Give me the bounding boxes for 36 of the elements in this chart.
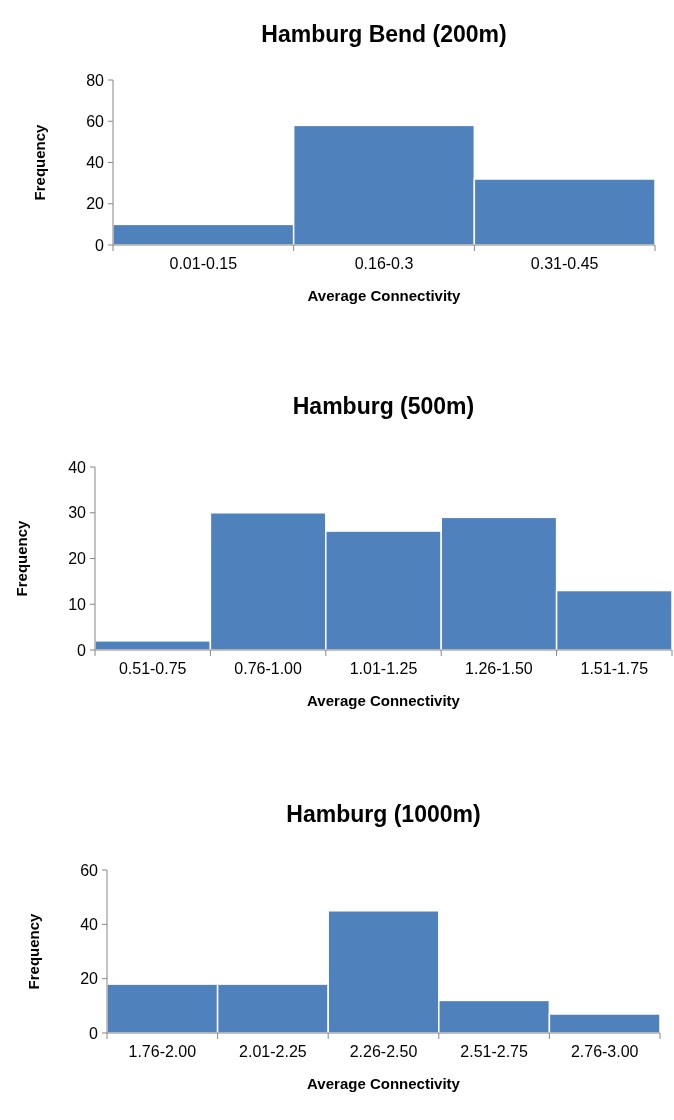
chart-title: Hamburg Bend (200m) <box>261 21 507 47</box>
y-tick-label: 10 <box>68 595 87 613</box>
x-tick-label: 0.76-1.00 <box>234 660 303 677</box>
x-tick-label: 1.26-1.50 <box>465 660 533 677</box>
x-tick-label: 1.76-2.00 <box>128 1043 197 1060</box>
chart-title: Hamburg (500m) <box>292 393 475 419</box>
y-tick-label: 40 <box>86 154 105 172</box>
x-tick-label: 1.51-1.75 <box>580 660 649 677</box>
y-tick-label: 0 <box>89 1024 99 1042</box>
x-axis-title: Average Connectivity <box>307 1075 461 1092</box>
y-tick-label: 20 <box>68 550 87 568</box>
y-axis-title: Frequency <box>25 912 42 990</box>
x-axis-title: Average Connectivity <box>307 692 461 709</box>
x-axis-title: Average Connectivity <box>307 287 462 304</box>
x-tick-label: 0.31-0.45 <box>530 255 599 272</box>
chart-title: Hamburg (1000m) <box>286 801 481 827</box>
y-tick-label: 40 <box>80 915 99 933</box>
y-tick-label: 40 <box>68 458 87 476</box>
y-tick-label: 80 <box>86 71 105 89</box>
x-tick-label: 2.51-2.75 <box>460 1043 529 1060</box>
y-tick-label: 60 <box>80 861 99 879</box>
y-tick-label: 0 <box>77 641 87 659</box>
y-tick-label: 20 <box>86 195 105 213</box>
y-tick-label: 20 <box>80 970 99 988</box>
x-tick-label: 0.51-0.75 <box>118 660 187 677</box>
x-tick-label: 1.01-1.25 <box>349 660 418 677</box>
y-tick-label: 0 <box>95 236 105 254</box>
x-tick-label: 0.01-0.15 <box>169 255 238 272</box>
y-tick-label: 30 <box>68 504 87 522</box>
y-axis-title: Frequency <box>13 519 30 597</box>
x-tick-label: 2.26-2.50 <box>349 1043 418 1060</box>
y-axis-title: Frequency <box>31 123 48 201</box>
x-tick-label: 2.76-3.00 <box>570 1043 639 1060</box>
x-tick-label: 2.01-2.25 <box>239 1043 307 1060</box>
x-tick-label: 0.16-0.3 <box>354 255 414 272</box>
y-tick-label: 60 <box>86 112 105 130</box>
